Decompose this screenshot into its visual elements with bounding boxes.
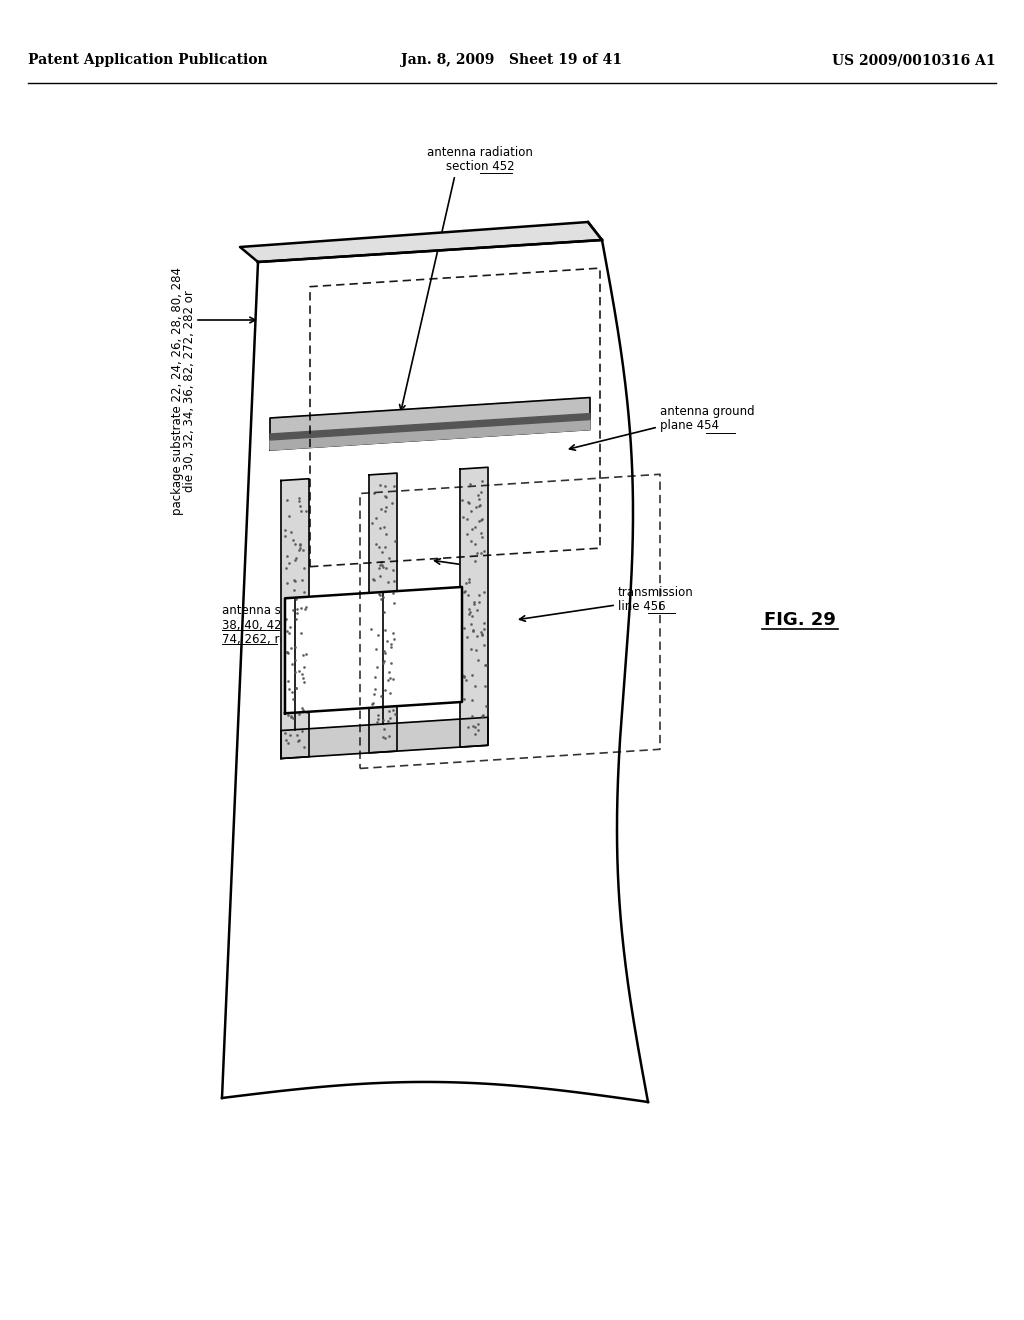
Text: FIG. 29: FIG. 29	[764, 611, 836, 630]
Text: 38, 40, 42, 44, 72,: 38, 40, 42, 44, 72,	[222, 619, 331, 631]
Text: Jan. 8, 2009   Sheet 19 of 41: Jan. 8, 2009 Sheet 19 of 41	[401, 53, 623, 67]
Polygon shape	[369, 473, 397, 752]
Text: package substrate 22, 24, 26, 28, 80, 284: package substrate 22, 24, 26, 28, 80, 28…	[171, 267, 184, 515]
Text: die 30, 32, 34, 36, 82, 272, 282 or: die 30, 32, 34, 36, 82, 272, 282 or	[183, 290, 197, 492]
Text: transmission: transmission	[618, 586, 693, 598]
Text: 74, 262, ro 290: 74, 262, ro 290	[222, 634, 312, 647]
Text: US 2009/0010316 A1: US 2009/0010316 A1	[833, 53, 996, 67]
Polygon shape	[270, 420, 590, 450]
Polygon shape	[270, 413, 590, 440]
Polygon shape	[285, 587, 462, 713]
Polygon shape	[281, 479, 309, 759]
Text: circuit 450: circuit 450	[309, 678, 372, 692]
Text: antenna radiation: antenna radiation	[427, 145, 532, 158]
Polygon shape	[240, 222, 602, 261]
Text: plane 454: plane 454	[660, 420, 719, 433]
Text: section 452: section 452	[445, 160, 514, 173]
Polygon shape	[460, 467, 488, 747]
Polygon shape	[281, 717, 488, 759]
Text: antenna structure: antenna structure	[222, 603, 329, 616]
Polygon shape	[270, 397, 590, 450]
Text: transformer: transformer	[305, 665, 375, 678]
Polygon shape	[360, 474, 660, 768]
Text: line 456: line 456	[618, 599, 666, 612]
Text: Patent Application Publication: Patent Application Publication	[28, 53, 267, 67]
Text: antenna ground: antenna ground	[660, 405, 755, 418]
Polygon shape	[310, 268, 600, 566]
Polygon shape	[222, 240, 648, 1102]
